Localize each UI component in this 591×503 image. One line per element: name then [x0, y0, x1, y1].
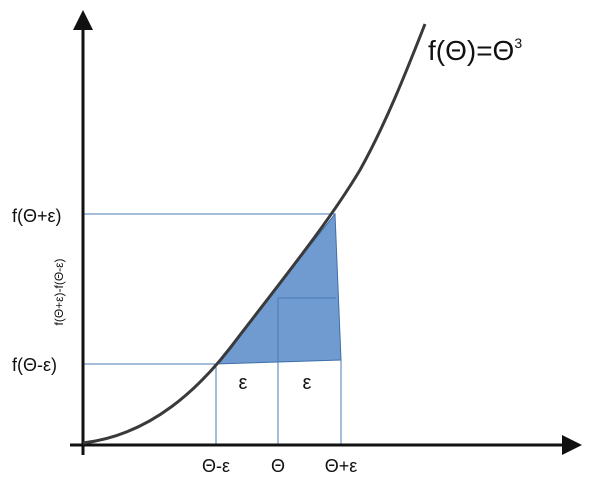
y-difference-label: f(Θ+ε)-f(Θ-ε) [52, 258, 66, 325]
cubic-curve [82, 23, 427, 445]
guide-lines [83, 213, 342, 445]
y-label-lower: f(Θ-ε) [12, 355, 57, 375]
x-axis-arrowhead [562, 435, 582, 455]
y-axis-arrowhead [73, 10, 93, 30]
y-label-upper: f(Θ+ε) [12, 206, 62, 226]
axes [70, 28, 565, 455]
x-label-center: Θ [271, 456, 285, 476]
x-label-left: Θ-ε [202, 456, 230, 476]
function-exponent: 3 [514, 35, 522, 51]
x-label-right: Θ+ε [325, 456, 358, 476]
function-label: f(Θ)=Θ3 [428, 35, 522, 66]
epsilon-left-label: ε [239, 372, 248, 394]
epsilon-right-label: ε [303, 372, 312, 394]
